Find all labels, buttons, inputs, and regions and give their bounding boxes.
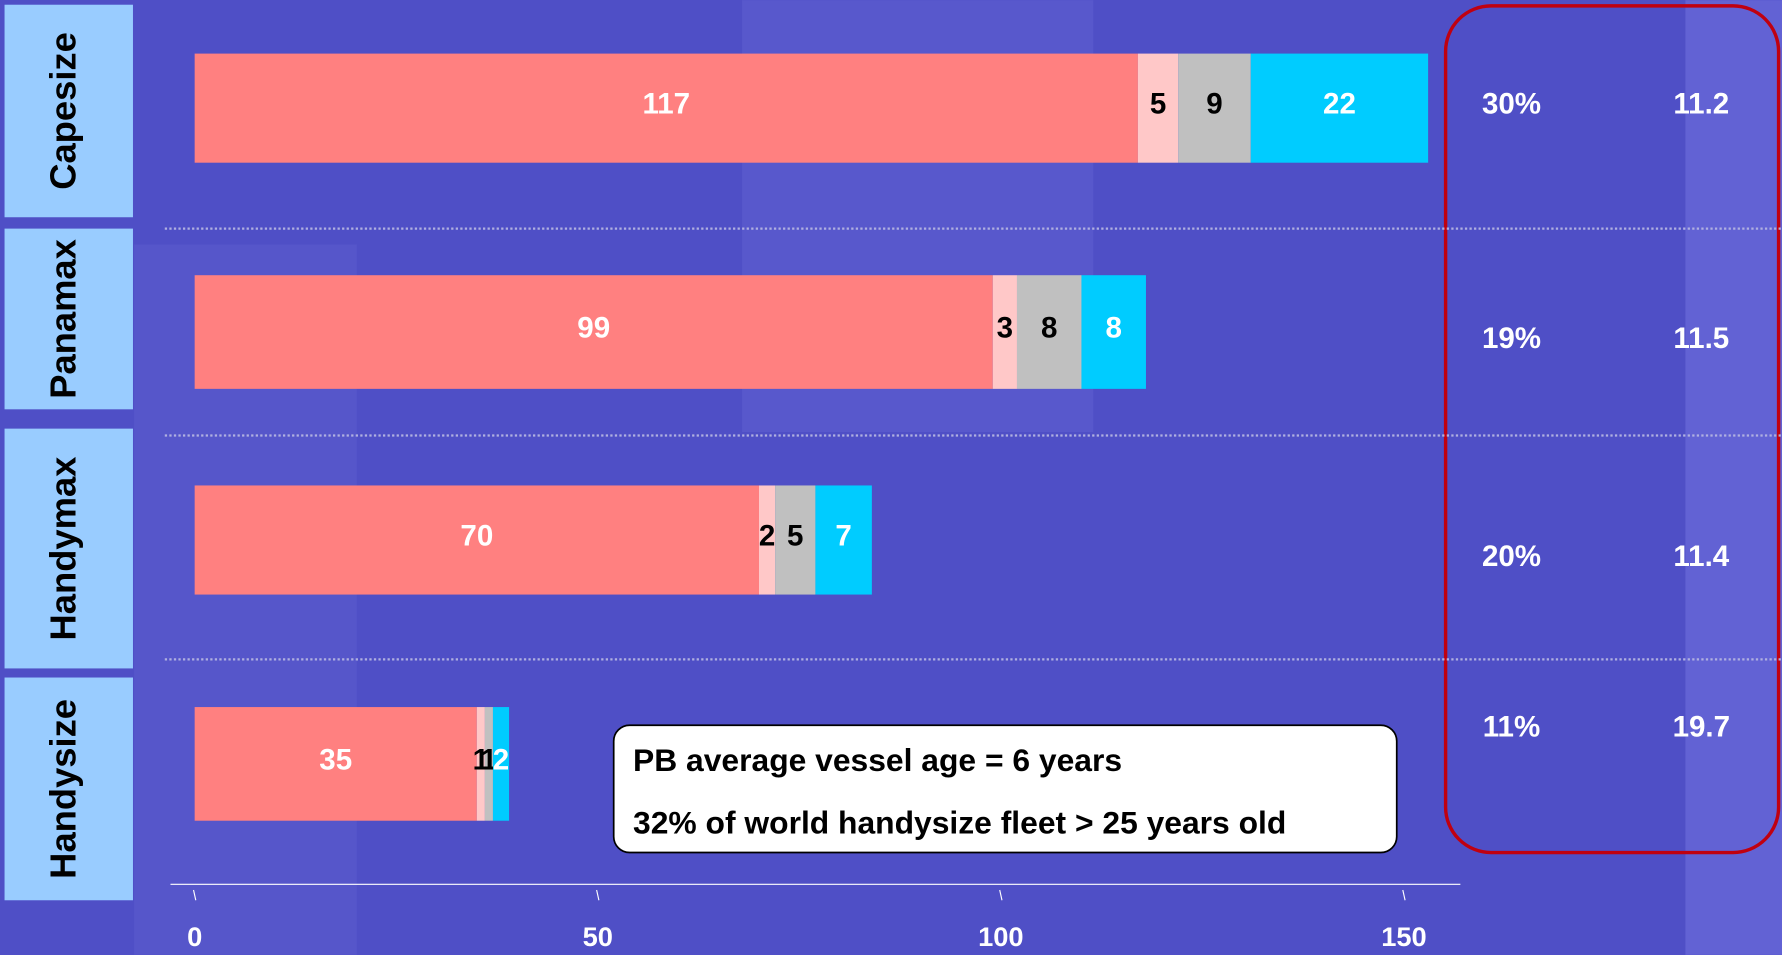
data-label: 99 [577,312,610,345]
data-label: 2 [493,743,509,776]
bar-segment [1178,53,1251,163]
data-label: 8 [1041,312,1057,345]
age-label: 11.2 [1673,88,1729,121]
category-label: Handymax [43,457,84,641]
category-label: Handysize [43,699,84,879]
bar-segment [758,485,776,595]
data-label: 35 [319,743,352,776]
data-label: 2 [759,520,775,553]
texture-panel [1685,0,1782,955]
bar-segment [194,53,1138,163]
bar-segment [484,707,493,821]
age-label: 19.7 [1673,710,1730,743]
bar-segment [476,707,485,821]
data-label: 8 [1105,312,1121,345]
highlight-frame [1443,4,1781,855]
x-tick-label: 100 [978,921,1023,952]
data-label: 22 [1323,88,1356,121]
share-label: 19% [1482,322,1541,355]
category-label: Capesize [43,32,84,190]
x-tick [596,889,600,901]
data-label: 5 [787,520,803,553]
data-label: 70 [460,520,493,553]
bar-segment [1081,275,1146,389]
data-label: 3 [997,312,1013,345]
bar-segment [194,485,759,595]
x-tick-label: 0 [187,921,202,952]
data-label: 9 [1206,88,1222,121]
bar-segment [775,485,816,595]
category-box [4,228,133,410]
data-label: 5 [1150,88,1166,121]
bar-segment [492,707,510,821]
category-box [4,4,133,218]
x-tick-label: 150 [1381,921,1427,952]
bar-segment [194,707,477,821]
annotation-box [612,724,1398,854]
bar-segment [1250,53,1429,163]
bar-segment [1137,53,1179,163]
age-label: 11.4 [1673,540,1729,573]
category-label: Panamax [43,239,84,399]
data-label: 117 [642,88,690,121]
category-box [4,428,133,669]
x-tick [192,889,197,901]
data-label: 7 [835,520,851,553]
age-label: 11.5 [1673,322,1729,355]
x-tick [1402,889,1406,901]
bar-segment [815,485,872,595]
share-label: 20% [1482,540,1541,573]
x-tick [999,889,1003,901]
bar-segment [992,275,1017,389]
category-box [4,677,133,901]
bar-segment [194,275,993,389]
annotation: 32% of world handysize fleet > 25 years … [633,805,1286,841]
share-label: 30% [1482,88,1541,121]
annotation: PB average vessel age = 6 years [633,742,1122,778]
share-label: 11% [1483,710,1540,743]
x-tick-label: 50 [583,921,613,952]
bar-segment [1016,275,1082,389]
